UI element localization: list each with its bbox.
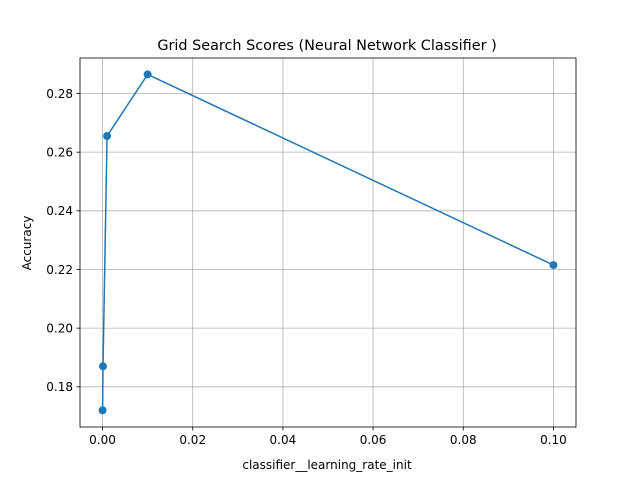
- grid-lines: [80, 58, 576, 427]
- x-tick-label: 0.10: [540, 433, 567, 447]
- x-tick-label: 0.08: [450, 433, 477, 447]
- data-point: [103, 132, 112, 141]
- chart-title: Grid Search Scores (Neural Network Class…: [157, 38, 496, 54]
- data-point: [98, 406, 107, 415]
- y-axis-ticks: 0.18 0.20 0.22 0.24 0.26 0.28: [46, 87, 80, 394]
- data-point: [143, 70, 152, 79]
- y-axis-label: Accuracy: [20, 216, 34, 271]
- y-tick-label: 0.20: [46, 321, 73, 335]
- series-layer: [98, 70, 558, 415]
- y-tick-label: 0.28: [46, 87, 73, 101]
- data-point: [98, 362, 107, 371]
- plot-frame: [79, 57, 577, 428]
- x-axis-ticks: 0.00 0.02 0.04 0.06 0.08 0.10: [89, 427, 567, 447]
- y-tick-label: 0.26: [46, 145, 73, 159]
- y-tick-label: 0.24: [46, 204, 73, 218]
- x-tick-label: 0.00: [89, 433, 116, 447]
- y-tick-label: 0.22: [46, 263, 73, 277]
- x-tick-label: 0.04: [270, 433, 297, 447]
- data-point: [549, 261, 558, 270]
- y-tick-label: 0.18: [46, 380, 73, 394]
- x-tick-label: 0.06: [360, 433, 387, 447]
- x-axis-label: classifier__learning_rate_init: [242, 458, 412, 472]
- x-tick-label: 0.02: [179, 433, 206, 447]
